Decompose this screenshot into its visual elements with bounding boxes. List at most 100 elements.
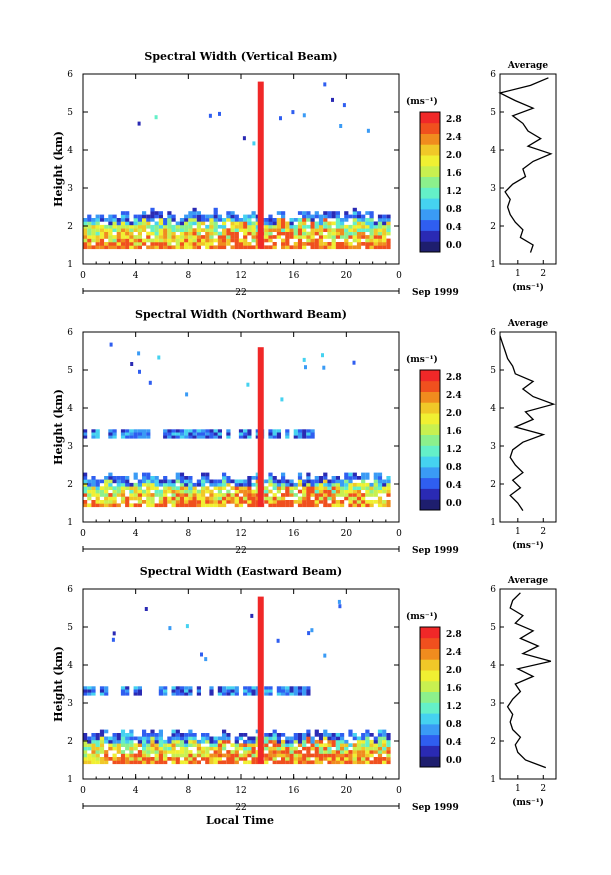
- heatmap-cell: [361, 479, 366, 484]
- heatmap-cell: [184, 746, 189, 751]
- heatmap-cell: [192, 211, 197, 215]
- heatmap-cell: [201, 429, 206, 433]
- heatmap-cell: [192, 733, 197, 737]
- heatmap-cell: [361, 496, 366, 501]
- heatmap-cell: [213, 228, 218, 232]
- heatmap-cell: [213, 493, 218, 497]
- heatmap-cell: [314, 496, 319, 501]
- heatmap-cell: [167, 231, 172, 236]
- heatmap-cell: [192, 489, 197, 494]
- heatmap-cell: [238, 224, 244, 229]
- heatmap-cell: [365, 218, 370, 222]
- colorbar-swatch: [420, 477, 440, 489]
- heatmap-cell: [314, 224, 319, 229]
- heatmap-cell: [297, 689, 303, 693]
- heatmap-cell: [382, 733, 387, 737]
- heatmap-cell: [243, 496, 248, 501]
- heatmap-cell: [234, 245, 239, 250]
- heatmap-cell: [91, 739, 96, 744]
- heatmap-cell: [171, 689, 176, 693]
- heatmap-cell: [116, 489, 121, 494]
- date-label: Sep 1999: [412, 288, 459, 298]
- heatmap-cell: [285, 757, 290, 761]
- heatmap-cell: [120, 235, 126, 239]
- heatmap-cell: [222, 245, 227, 250]
- heatmap-cell: [171, 218, 176, 222]
- heatmap-cell: [382, 486, 387, 490]
- heatmap-cell: [238, 753, 244, 758]
- heatmap-cell: [158, 224, 163, 229]
- heatmap-cell: [234, 235, 239, 239]
- heatmap-cell: [91, 689, 96, 693]
- heatmap-cell: [167, 489, 172, 494]
- heatmap-cell: [373, 476, 378, 480]
- heatmap-cell: [302, 739, 307, 744]
- heatmap-cell: [146, 750, 151, 754]
- heatmap-cell: [243, 238, 248, 243]
- heatmap-cell: [386, 733, 391, 737]
- heatmap-cell: [302, 245, 307, 250]
- heatmap-cell: [95, 221, 100, 226]
- x-tick-label: 16: [288, 529, 300, 539]
- heatmap-cell: [158, 750, 163, 754]
- heatmap-cell: [112, 760, 117, 765]
- heatmap-cell: [158, 743, 163, 747]
- heatmap-cell: [175, 739, 180, 744]
- heatmap-cell: [323, 224, 328, 229]
- heatmap-cell: [268, 476, 273, 480]
- heatmap-cell: [188, 496, 193, 501]
- heatmap-cell: [171, 733, 176, 737]
- heatmap-cell: [310, 482, 315, 487]
- heatmap-cell: [87, 238, 92, 243]
- heatmap-cell: [154, 743, 159, 747]
- heatmap-cell: [247, 435, 252, 439]
- heatmap-cell: [112, 753, 117, 758]
- heatmap-cell: [386, 493, 391, 497]
- heatmap-cell: [340, 753, 345, 758]
- heatmap-cell: [314, 753, 319, 758]
- heatmap-cell: [289, 743, 294, 747]
- heatmap-cell: [205, 496, 210, 501]
- heatmap-cell: [150, 224, 155, 229]
- heatmap-cell: [377, 245, 383, 250]
- heatmap-cell: [386, 238, 391, 243]
- heatmap-cell: [281, 211, 286, 215]
- heatmap-cell: [276, 760, 281, 765]
- heatmap-cell: [179, 486, 185, 490]
- x-tick-label: 20: [341, 271, 353, 281]
- heatmap-cell: [137, 435, 142, 439]
- heatmap-cell: [142, 750, 147, 754]
- heatmap-cell: [104, 228, 109, 232]
- heatmap-cell: [99, 729, 105, 734]
- heatmap-cell: [318, 736, 324, 741]
- heatmap-cell: [302, 435, 307, 439]
- heatmap-cell: [184, 496, 189, 501]
- heatmap-cell: [373, 228, 378, 232]
- colorbar-tick-label: 0.0: [446, 499, 462, 509]
- heatmap-cell: [222, 218, 227, 222]
- heatmap-cell: [171, 489, 176, 494]
- heatmap-cell: [272, 432, 277, 436]
- heatmap-cell: [188, 435, 193, 439]
- heatmap-cell: [302, 753, 307, 758]
- heatmap-cell: [116, 479, 121, 484]
- heatmap-cell: [382, 231, 387, 236]
- heatmap-cell: [382, 736, 387, 741]
- heatmap-cell: [289, 753, 294, 758]
- heatmap-cell: [192, 238, 197, 243]
- heatmap-cell: [306, 231, 311, 236]
- heatmap-cell: [386, 242, 391, 246]
- x-tick-label: 8: [185, 529, 191, 539]
- colorbar-unit: (ms⁻¹): [406, 354, 438, 365]
- heatmap-cell: [340, 757, 345, 761]
- heatmap-cell: [163, 746, 168, 751]
- heatmap-cell: [323, 245, 328, 250]
- heatmap-cell: [116, 224, 121, 229]
- heatmap-cell: [209, 221, 214, 226]
- heatmap-cell: [192, 739, 197, 744]
- colorbar-swatch: [420, 241, 440, 253]
- heatmap-cell: [91, 757, 96, 761]
- heatmap-cell: [163, 750, 168, 754]
- heatmap-cell: [293, 739, 298, 744]
- heatmap-cell: [222, 692, 227, 696]
